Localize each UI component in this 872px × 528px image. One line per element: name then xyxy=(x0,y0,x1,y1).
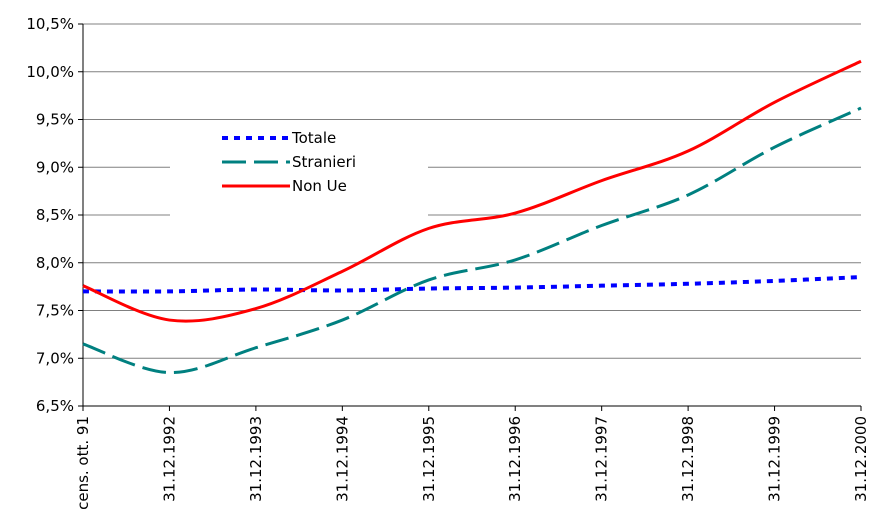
legend-box xyxy=(170,122,428,218)
series-line-totale xyxy=(82,275,862,294)
x-tick-label: 31.12.2000 xyxy=(852,416,870,502)
y-tick-label: 10,0% xyxy=(26,63,74,81)
y-tick-label: 9,0% xyxy=(36,158,74,176)
y-axis-ticks: 6,5% 7,0% 7,5% 8,0% 8,5% 9,0% 9,5% 10,0% 10,5% xyxy=(26,15,83,415)
series-lines xyxy=(82,59,862,375)
x-tick-label: 31.12.1997 xyxy=(593,416,611,502)
x-tick-label: 31.12.1993 xyxy=(247,416,265,502)
legend: Totale Stranieri Non Ue xyxy=(170,122,428,218)
x-tick-label: cens. ott. 91 xyxy=(74,416,92,510)
series-line-stranieri xyxy=(82,106,862,375)
y-tick-label: 7,5% xyxy=(36,302,74,320)
y-tick-label: 7,0% xyxy=(36,349,74,367)
y-tick-label: 8,5% xyxy=(36,206,74,224)
x-tick-label: 31.12.1992 xyxy=(160,416,178,502)
legend-label: Stranieri xyxy=(292,153,356,171)
legend-label: Totale xyxy=(291,129,336,147)
x-tick-label: 31.12.1998 xyxy=(679,416,697,502)
x-tick-label: 31.12.1995 xyxy=(420,416,438,502)
x-axis-ticks: cens. ott. 91 31.12.1992 31.12.1993 31.12.1… xyxy=(74,406,870,510)
x-tick-label: 31.12.1994 xyxy=(333,416,351,502)
x-tick-label: 31.12.1996 xyxy=(506,416,524,502)
x-tick-label: 31.12.1999 xyxy=(766,416,784,502)
y-tick-label: 6,5% xyxy=(36,397,74,415)
series-line-non-ue xyxy=(82,59,862,323)
y-tick-label: 10,5% xyxy=(26,15,74,33)
legend-label: Non Ue xyxy=(292,177,347,195)
y-tick-label: 8,0% xyxy=(36,254,74,272)
y-tick-label: 9,5% xyxy=(36,111,74,129)
